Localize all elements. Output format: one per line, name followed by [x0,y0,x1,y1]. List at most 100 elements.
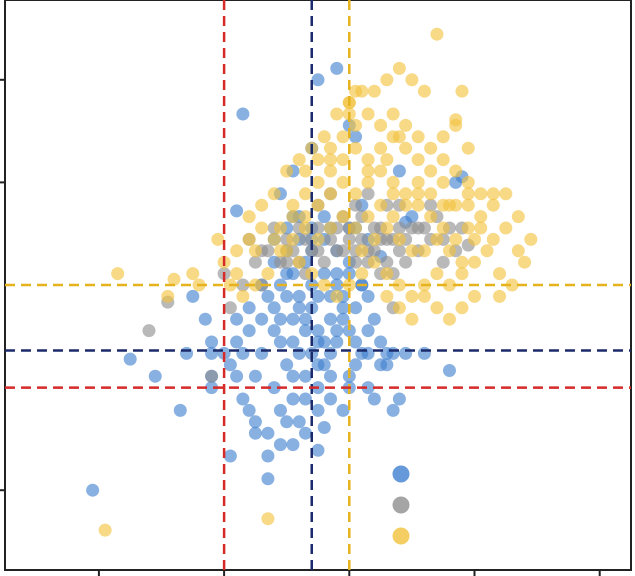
data-point [292,255,306,269]
data-point [330,61,344,75]
data-point [386,210,400,224]
data-point [411,198,425,212]
data-point [361,210,375,224]
data-point [436,221,450,235]
data-point [367,232,381,246]
data-point [405,210,419,224]
data-point [311,289,325,303]
data-point [386,187,400,201]
data-point [211,232,225,246]
data-point [430,301,444,315]
data-point [361,187,375,201]
data-point [324,141,338,155]
data-point [380,73,394,87]
data-point [455,267,469,281]
data-point [474,187,488,201]
data-point [411,153,425,167]
data-point [242,301,256,315]
data-point [361,164,375,178]
data-point [424,164,438,178]
data-point [230,204,244,218]
data-point [205,369,219,383]
data-point [336,403,350,417]
data-point [230,369,244,383]
data-point [374,335,388,349]
data-point [298,221,312,235]
data-point [380,267,394,281]
reference-lines [5,0,631,570]
data-point [442,198,456,212]
data-point [330,267,344,281]
data-point [248,255,262,269]
data-point [524,232,538,246]
data-point [474,221,488,235]
data-point [255,221,269,235]
data-point [236,392,250,406]
data-point [161,289,175,303]
data-point [198,312,212,326]
data-point [355,232,369,246]
data-point [123,352,137,366]
data-point [324,187,338,201]
data-point [349,198,363,212]
data-points [86,27,538,537]
data-point [405,289,419,303]
legend-marker [392,527,410,545]
data-point [380,221,394,235]
data-point [461,187,475,201]
data-point [267,187,281,201]
data-point [261,267,275,281]
data-point [474,210,488,224]
data-point [261,426,275,440]
data-point [280,267,294,281]
data-point [349,358,363,372]
data-point [311,358,325,372]
data-point [336,301,350,315]
data-point [311,221,325,235]
data-point [242,403,256,417]
data-point [298,324,312,338]
data-point [324,232,338,246]
data-point [298,426,312,440]
data-point [424,187,438,201]
data-point [486,187,500,201]
data-point [330,289,344,303]
data-point [405,244,419,258]
data-point [361,289,375,303]
data-point [436,255,450,269]
data-point [349,255,363,269]
data-point [298,164,312,178]
data-point [449,113,463,127]
data-point [298,312,312,326]
data-point [355,244,369,258]
data-point [430,232,444,246]
data-point [455,255,469,269]
data-point [167,272,181,286]
data-point [324,392,338,406]
data-point [230,335,244,349]
data-point [442,244,456,258]
data-point [280,255,294,269]
data-point [499,187,513,201]
data-point [317,335,331,349]
data-point [205,381,219,395]
data-point [248,278,262,292]
data-point [349,84,363,98]
data-point [298,392,312,406]
data-point [142,324,156,338]
data-point [255,346,269,360]
data-point [399,346,413,360]
data-point [248,244,262,258]
data-point [148,369,162,383]
data-point [518,255,532,269]
data-point [367,84,381,98]
data-point [286,369,300,383]
data-point [386,346,400,360]
data-point [311,175,325,189]
data-point [336,153,350,167]
data-point [349,221,363,235]
data-point [336,175,350,189]
data-point [267,324,281,338]
data-point [449,232,463,246]
data-point [424,141,438,155]
